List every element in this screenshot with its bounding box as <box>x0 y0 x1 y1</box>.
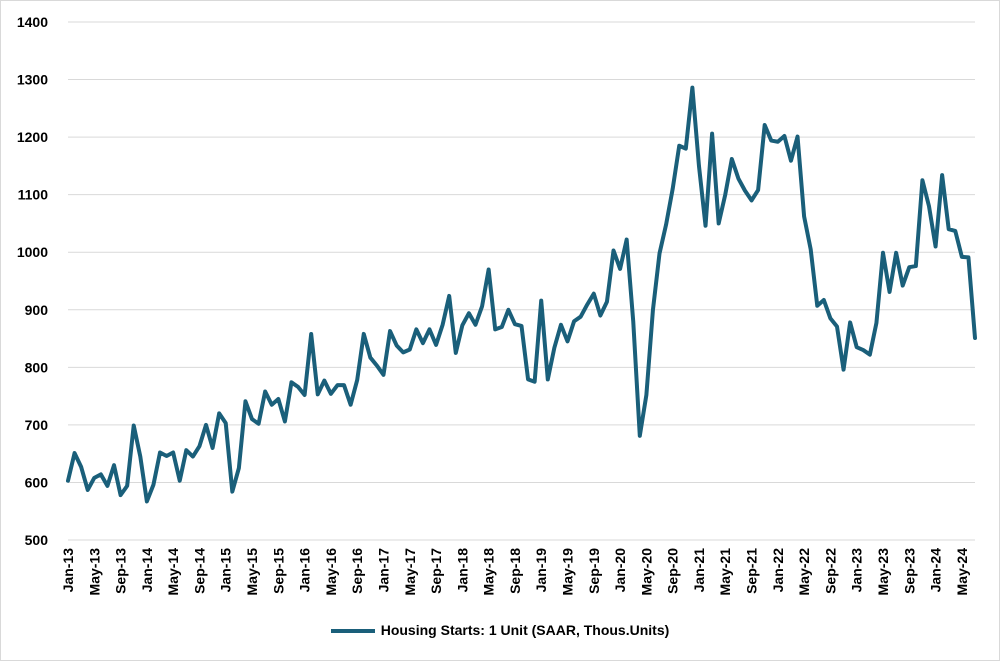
grid-lines <box>68 21 975 541</box>
x-tick-label: May-13 <box>86 548 102 596</box>
x-tick-label: Sep-18 <box>507 548 523 594</box>
x-tick-label: May-24 <box>954 548 970 596</box>
x-tick-label: Jan-23 <box>849 548 865 593</box>
legend-label: Housing Starts: 1 Unit (SAAR, Thous.Unit… <box>380 622 670 638</box>
x-tick-label: May-17 <box>402 548 418 596</box>
x-tick-label: Sep-22 <box>822 548 838 594</box>
x-tick-label: Jan-19 <box>533 548 549 593</box>
x-tick-label: May-21 <box>717 548 733 596</box>
x-tick-label: Jan-14 <box>139 548 155 593</box>
x-tick-label: Sep-17 <box>428 548 444 594</box>
x-tick-label: Sep-13 <box>113 548 129 594</box>
y-tick-label: 500 <box>25 532 49 548</box>
x-tick-label: Sep-19 <box>586 548 602 594</box>
x-tick-label: Jan-21 <box>691 548 707 593</box>
x-tick-label: May-20 <box>638 548 654 596</box>
x-tick-label: Jan-20 <box>612 548 628 593</box>
y-axis-labels: 500 600 700 800 900 1000 1100 1200 1300 1400 <box>17 14 48 548</box>
y-tick-label: 700 <box>25 417 49 433</box>
legend-swatch <box>330 629 375 634</box>
x-tick-label: Jan-24 <box>928 548 944 593</box>
x-tick-label: May-16 <box>323 548 339 596</box>
y-tick-label: 600 <box>25 474 49 490</box>
x-tick-label: May-22 <box>796 548 812 596</box>
x-tick-label: Sep-16 <box>349 548 365 594</box>
x-tick-label: Sep-15 <box>270 548 286 594</box>
y-tick-label: 1100 <box>18 187 49 203</box>
y-tick-label: 900 <box>25 302 49 318</box>
series-layer <box>66 85 977 504</box>
x-tick-label: May-14 <box>165 548 181 596</box>
x-tick-label: May-23 <box>875 548 891 596</box>
x-tick-label: May-19 <box>560 548 576 596</box>
x-tick-label: Sep-14 <box>191 548 207 594</box>
x-axis-labels: Jan-13 May-13 Sep-13 Jan-14 May-14 Sep-14 Jan-… <box>60 548 970 596</box>
y-tick-label: 1000 <box>17 244 48 260</box>
x-tick-label: Jan-22 <box>770 548 786 593</box>
x-tick-label: Jan-18 <box>454 548 470 593</box>
x-tick-label: May-18 <box>481 548 497 596</box>
x-tick-label: Jan-16 <box>297 548 313 593</box>
legend: Housing Starts: 1 Unit (SAAR, Thous.Unit… <box>0 622 1000 638</box>
x-tick-label: Sep-23 <box>901 548 917 594</box>
y-tick-label: 1400 <box>17 14 48 30</box>
y-tick-label: 1300 <box>17 72 48 88</box>
y-tick-label: 1200 <box>17 129 48 145</box>
x-tick-label: Jan-13 <box>60 548 76 593</box>
x-tick-label: Jan-17 <box>375 548 391 593</box>
series-line-housing-starts <box>66 85 977 504</box>
x-tick-label: Jan-15 <box>218 548 234 593</box>
x-tick-label: May-15 <box>244 548 260 596</box>
x-tick-label: Sep-21 <box>744 548 760 594</box>
x-tick-label: Sep-20 <box>665 548 681 594</box>
y-tick-label: 800 <box>25 359 49 375</box>
